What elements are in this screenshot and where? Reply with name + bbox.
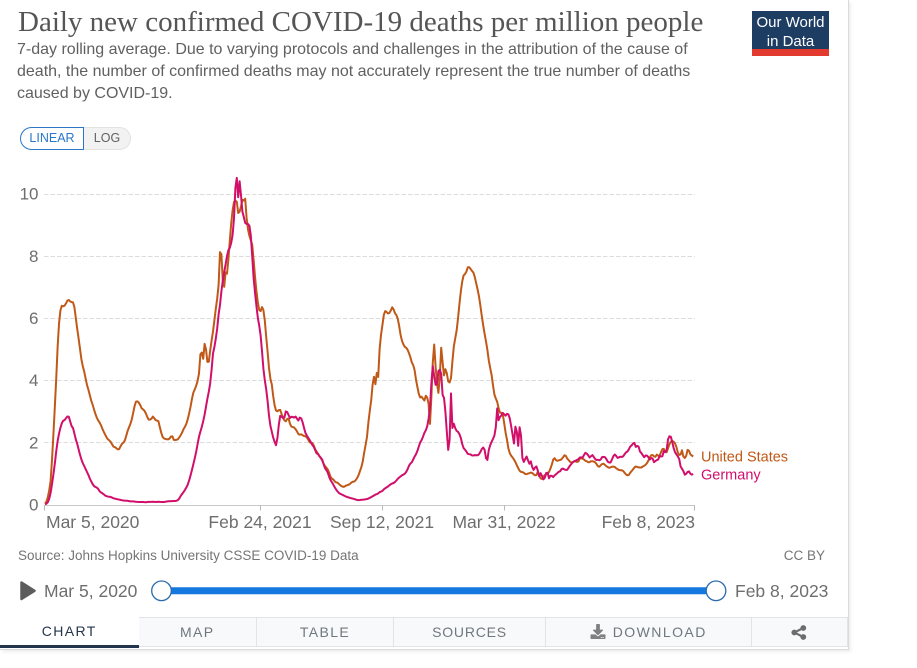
svg-text:United States: United States bbox=[701, 450, 788, 466]
svg-text:4: 4 bbox=[29, 371, 38, 390]
svg-text:6: 6 bbox=[29, 309, 38, 328]
svg-text:Mar 5, 2020: Mar 5, 2020 bbox=[46, 512, 140, 532]
svg-text:2: 2 bbox=[29, 433, 38, 452]
svg-text:8: 8 bbox=[29, 247, 38, 266]
svg-text:Mar 31, 2022: Mar 31, 2022 bbox=[452, 512, 555, 532]
svg-text:Sep 12, 2021: Sep 12, 2021 bbox=[330, 512, 434, 532]
svg-text:Feb 24, 2021: Feb 24, 2021 bbox=[208, 512, 311, 532]
svg-text:0: 0 bbox=[29, 496, 38, 515]
svg-text:Feb 8, 2023: Feb 8, 2023 bbox=[602, 512, 695, 532]
svg-text:10: 10 bbox=[20, 185, 39, 204]
svg-text:Germany: Germany bbox=[701, 468, 761, 484]
